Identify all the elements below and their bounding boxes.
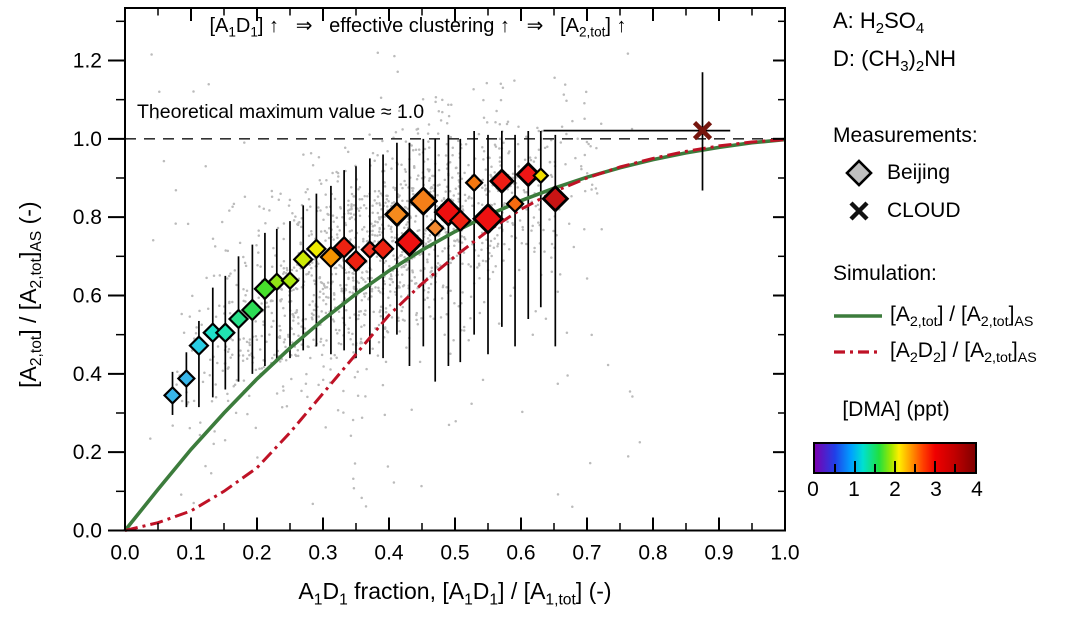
svg-text:1.2: 1.2 — [73, 49, 102, 72]
legend-item-cloud: CLOUD — [844, 196, 961, 226]
x-axis-title: A1D1 fraction, [A1D1] / [A1,tot] (-) — [298, 578, 612, 609]
beijing-diamond-icon — [845, 159, 873, 187]
y-axis-title: [A2,tot] / [A2,tot]AS (-) — [14, 201, 46, 388]
legend-item-sim-green: [A2,tot] / [A2,tot]AS — [833, 303, 1033, 330]
simulation-title: Simulation: — [833, 262, 937, 285]
colorbar-tick-label: 3 — [930, 478, 942, 501]
sim-red-label: [A2D2] / [A2,tot]AS — [890, 339, 1037, 366]
svg-text:0.2: 0.2 — [242, 542, 271, 565]
legend-item-sim-red: [A2D2] / [A2,tot]AS — [833, 339, 1037, 366]
svg-text:0.3: 0.3 — [308, 542, 337, 565]
svg-text:0.0: 0.0 — [73, 520, 102, 543]
red-dashdot-line-icon — [834, 350, 882, 355]
svg-text:1.0: 1.0 — [73, 128, 102, 151]
svg-text:0.1: 0.1 — [176, 542, 205, 565]
colorbar-tick — [954, 464, 956, 472]
svg-text:0.8: 0.8 — [73, 206, 102, 229]
colorbar-tick-label: 1 — [848, 478, 860, 501]
species-d-label: D: (CH3)2NH — [833, 46, 956, 76]
svg-text:0.9: 0.9 — [704, 542, 733, 565]
svg-text:1.0: 1.0 — [770, 542, 799, 565]
svg-text:0.8: 0.8 — [638, 542, 667, 565]
sim-green-label: [A2,tot] / [A2,tot]AS — [890, 303, 1034, 330]
colorbar-tick — [854, 461, 856, 472]
colorbar-tick-label: 4 — [971, 478, 983, 501]
measurements-title: Measurements: — [833, 124, 978, 147]
svg-text:0.6: 0.6 — [506, 542, 535, 565]
colorbar-tick — [834, 464, 836, 472]
svg-text:0.4: 0.4 — [374, 542, 404, 565]
colorbar-tick-label: 0 — [807, 478, 819, 501]
cloud-label: CLOUD — [887, 199, 961, 222]
svg-text:0.7: 0.7 — [572, 542, 601, 565]
legend-item-beijing: Beijing — [844, 158, 950, 188]
beijing-label: Beijing — [887, 161, 951, 184]
colorbar-tick — [934, 461, 936, 472]
svg-text:0.4: 0.4 — [73, 363, 103, 386]
svg-text:0.5: 0.5 — [440, 542, 469, 565]
colorbar-title: [DMA] (ppt) — [842, 398, 950, 421]
colorbar-tick-label: 2 — [889, 478, 901, 501]
colorbar-tick — [914, 464, 916, 472]
species-a-label: A: H2SO4 — [833, 8, 925, 38]
cloud-x-icon — [849, 201, 869, 221]
dma-colorbar — [813, 442, 977, 474]
svg-text:0.0: 0.0 — [110, 542, 139, 565]
theoretical-max-label: Theoretical maximum value ≈ 1.0 — [137, 101, 425, 123]
green-line-icon — [834, 314, 882, 319]
svg-text:0.2: 0.2 — [73, 441, 102, 464]
top-annotation: [A1D1] ↑ ⇒ effective clustering ↑ ⇒ [A2,… — [209, 15, 627, 40]
svg-text:0.6: 0.6 — [73, 284, 102, 307]
colorbar-tick — [874, 464, 876, 472]
colorbar-tick — [894, 461, 896, 472]
